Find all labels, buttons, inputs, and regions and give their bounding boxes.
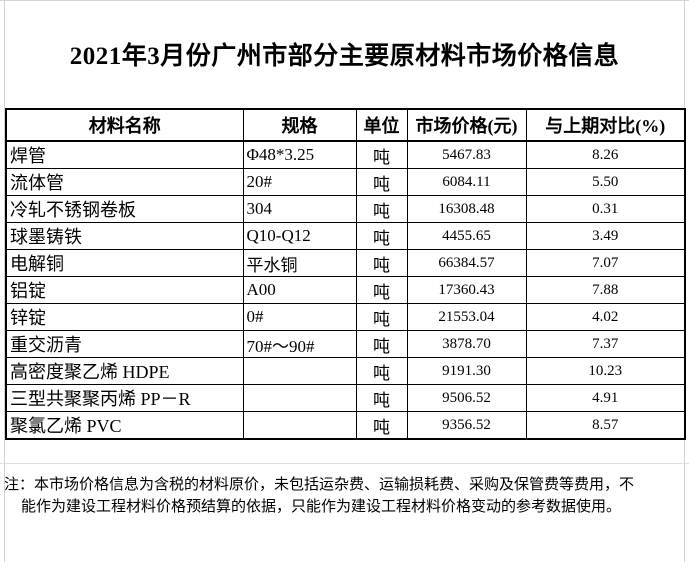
header-row: 材料名称 规格 单位 市场价格(元) 与上期对比(%) — [5, 108, 686, 142]
table-row: 电解铜 平水铜吨 66384.57 7.07 — [5, 249, 686, 277]
change-cell: 10.23 — [525, 357, 686, 385]
spec-cell: A00 — [242, 276, 357, 304]
unit-cell: 吨 — [355, 168, 408, 196]
price-table: 材料名称 规格 单位 市场价格(元) 与上期对比(%) 焊管 Φ48*3.25 吨 5… — [5, 108, 686, 440]
table-row: 高密度聚乙烯 HDPE 吨 9191.30 10.23 — [5, 357, 686, 385]
page-gridline-break — [0, 463, 689, 464]
material-name-cell: 重交沥青 — [5, 330, 244, 358]
change-cell: 3.49 — [525, 222, 686, 250]
header-spec: 规格 — [242, 108, 357, 142]
change-cell: 8.57 — [525, 411, 686, 440]
change-cell: 4.02 — [525, 303, 686, 331]
material-name-cell: 锌锭 — [5, 303, 244, 331]
price-cell: 9191.30 — [406, 357, 527, 385]
change-cell: 0.31 — [525, 195, 686, 223]
price-cell: 66384.57 — [406, 249, 527, 277]
change-cell: 7.37 — [525, 330, 686, 358]
table-row: 球墨铸铁 Q10-Q12 吨 4455.65 3.49 — [5, 222, 686, 250]
table-row: 流体管 20# 吨 6084.11 5.50 — [5, 168, 686, 196]
change-cell: 4.91 — [525, 384, 686, 412]
header-change: 与上期对比(%) — [525, 108, 686, 142]
table-row: 焊管 Φ48*3.25 吨 5467.83 8.26 — [5, 140, 686, 169]
change-cell: 7.07 — [525, 249, 686, 277]
price-cell: 17360.43 — [406, 276, 527, 304]
footnote-line-1: 注：本市场价格信息为含税的材料原价，未包括运杂费、运输损耗费、采购及保管费等费用… — [4, 477, 635, 493]
unit-cell: 吨 — [355, 357, 408, 385]
unit-cell: 吨 — [355, 330, 408, 358]
unit-cell: 吨 — [355, 140, 408, 169]
unit-cell: 吨 — [355, 411, 408, 440]
table-row: 聚氯乙烯 PVC 吨 9356.52 8.57 — [5, 411, 686, 440]
table-row: 铝锭 A00 吨 17360.43 7.88 — [5, 276, 686, 304]
header-material-name: 材料名称 — [5, 108, 244, 142]
spec-cell — [242, 357, 357, 385]
spec-cell: 70#～90# — [242, 330, 357, 358]
unit-cell: 吨 — [355, 249, 408, 277]
footnote-line-2: 能作为建设工程材料价格预结算的依据，只能作为建设工程材料价格变动的参考数据使用。 — [21, 499, 622, 515]
price-cell: 16308.48 — [406, 195, 527, 223]
page-title: 2021年3月份广州市部分主要原材料市场价格信息 — [69, 43, 620, 70]
spec-cell — [242, 384, 357, 412]
change-cell: 7.88 — [525, 276, 686, 304]
material-name-cell: 焊管 — [5, 140, 244, 169]
price-cell: 21553.04 — [406, 303, 527, 331]
table-row: 三型共聚聚丙烯 PP－R 吨 9506.52 4.91 — [5, 384, 686, 412]
spec-cell: Φ48*3.25 — [242, 140, 357, 169]
material-name-cell: 电解铜 — [5, 249, 244, 277]
price-cell: 9506.52 — [406, 384, 527, 412]
change-cell: 8.26 — [525, 140, 686, 169]
unit-cell: 吨 — [355, 303, 408, 331]
spec-cell: Q10-Q12 — [242, 222, 357, 250]
page-gridline-top — [0, 0, 689, 1]
header-unit: 单位 — [355, 108, 408, 142]
price-cell: 6084.11 — [406, 168, 527, 196]
table-row: 冷轧不锈钢卷板 304 吨 16308.48 0.31 — [5, 195, 686, 223]
spec-cell: 20# — [242, 168, 357, 196]
material-name-cell: 球墨铸铁 — [5, 222, 244, 250]
header-market-price: 市场价格(元) — [406, 108, 527, 142]
price-table-body: 焊管 Φ48*3.25 吨 5467.83 8.26 流体管 20# 吨 6084.11 5.50… — [5, 140, 686, 440]
material-name-cell: 聚氯乙烯 PVC — [5, 411, 244, 440]
material-name-cell: 三型共聚聚丙烯 PP－R — [5, 384, 244, 412]
spec-cell: 平水铜 — [242, 249, 357, 277]
change-cell: 5.50 — [525, 168, 686, 196]
unit-cell: 吨 — [355, 222, 408, 250]
page-gridline-left — [4, 0, 5, 562]
footnote: 注：本市场价格信息为含税的材料原价，未包括运杂费、运输损耗费、采购及保管费等费用… — [4, 474, 686, 518]
material-name-cell: 高密度聚乙烯 HDPE — [5, 357, 244, 385]
unit-cell: 吨 — [355, 384, 408, 412]
material-name-cell: 铝锭 — [5, 276, 244, 304]
price-cell: 3878.70 — [406, 330, 527, 358]
price-cell: 4455.65 — [406, 222, 527, 250]
price-cell: 9356.52 — [406, 411, 527, 440]
table-row: 重交沥青 70#～90# 吨 3878.70 7.37 — [5, 330, 686, 358]
price-cell: 5467.83 — [406, 140, 527, 169]
material-name-cell: 冷轧不锈钢卷板 — [5, 195, 244, 223]
table-row: 锌锭 0# 吨 21553.04 4.02 — [5, 303, 686, 331]
material-name-cell: 流体管 — [5, 168, 244, 196]
unit-cell: 吨 — [355, 195, 408, 223]
unit-cell: 吨 — [355, 276, 408, 304]
spec-cell: 304 — [242, 195, 357, 223]
spec-cell: 0# — [242, 303, 357, 331]
spec-cell — [242, 411, 357, 440]
